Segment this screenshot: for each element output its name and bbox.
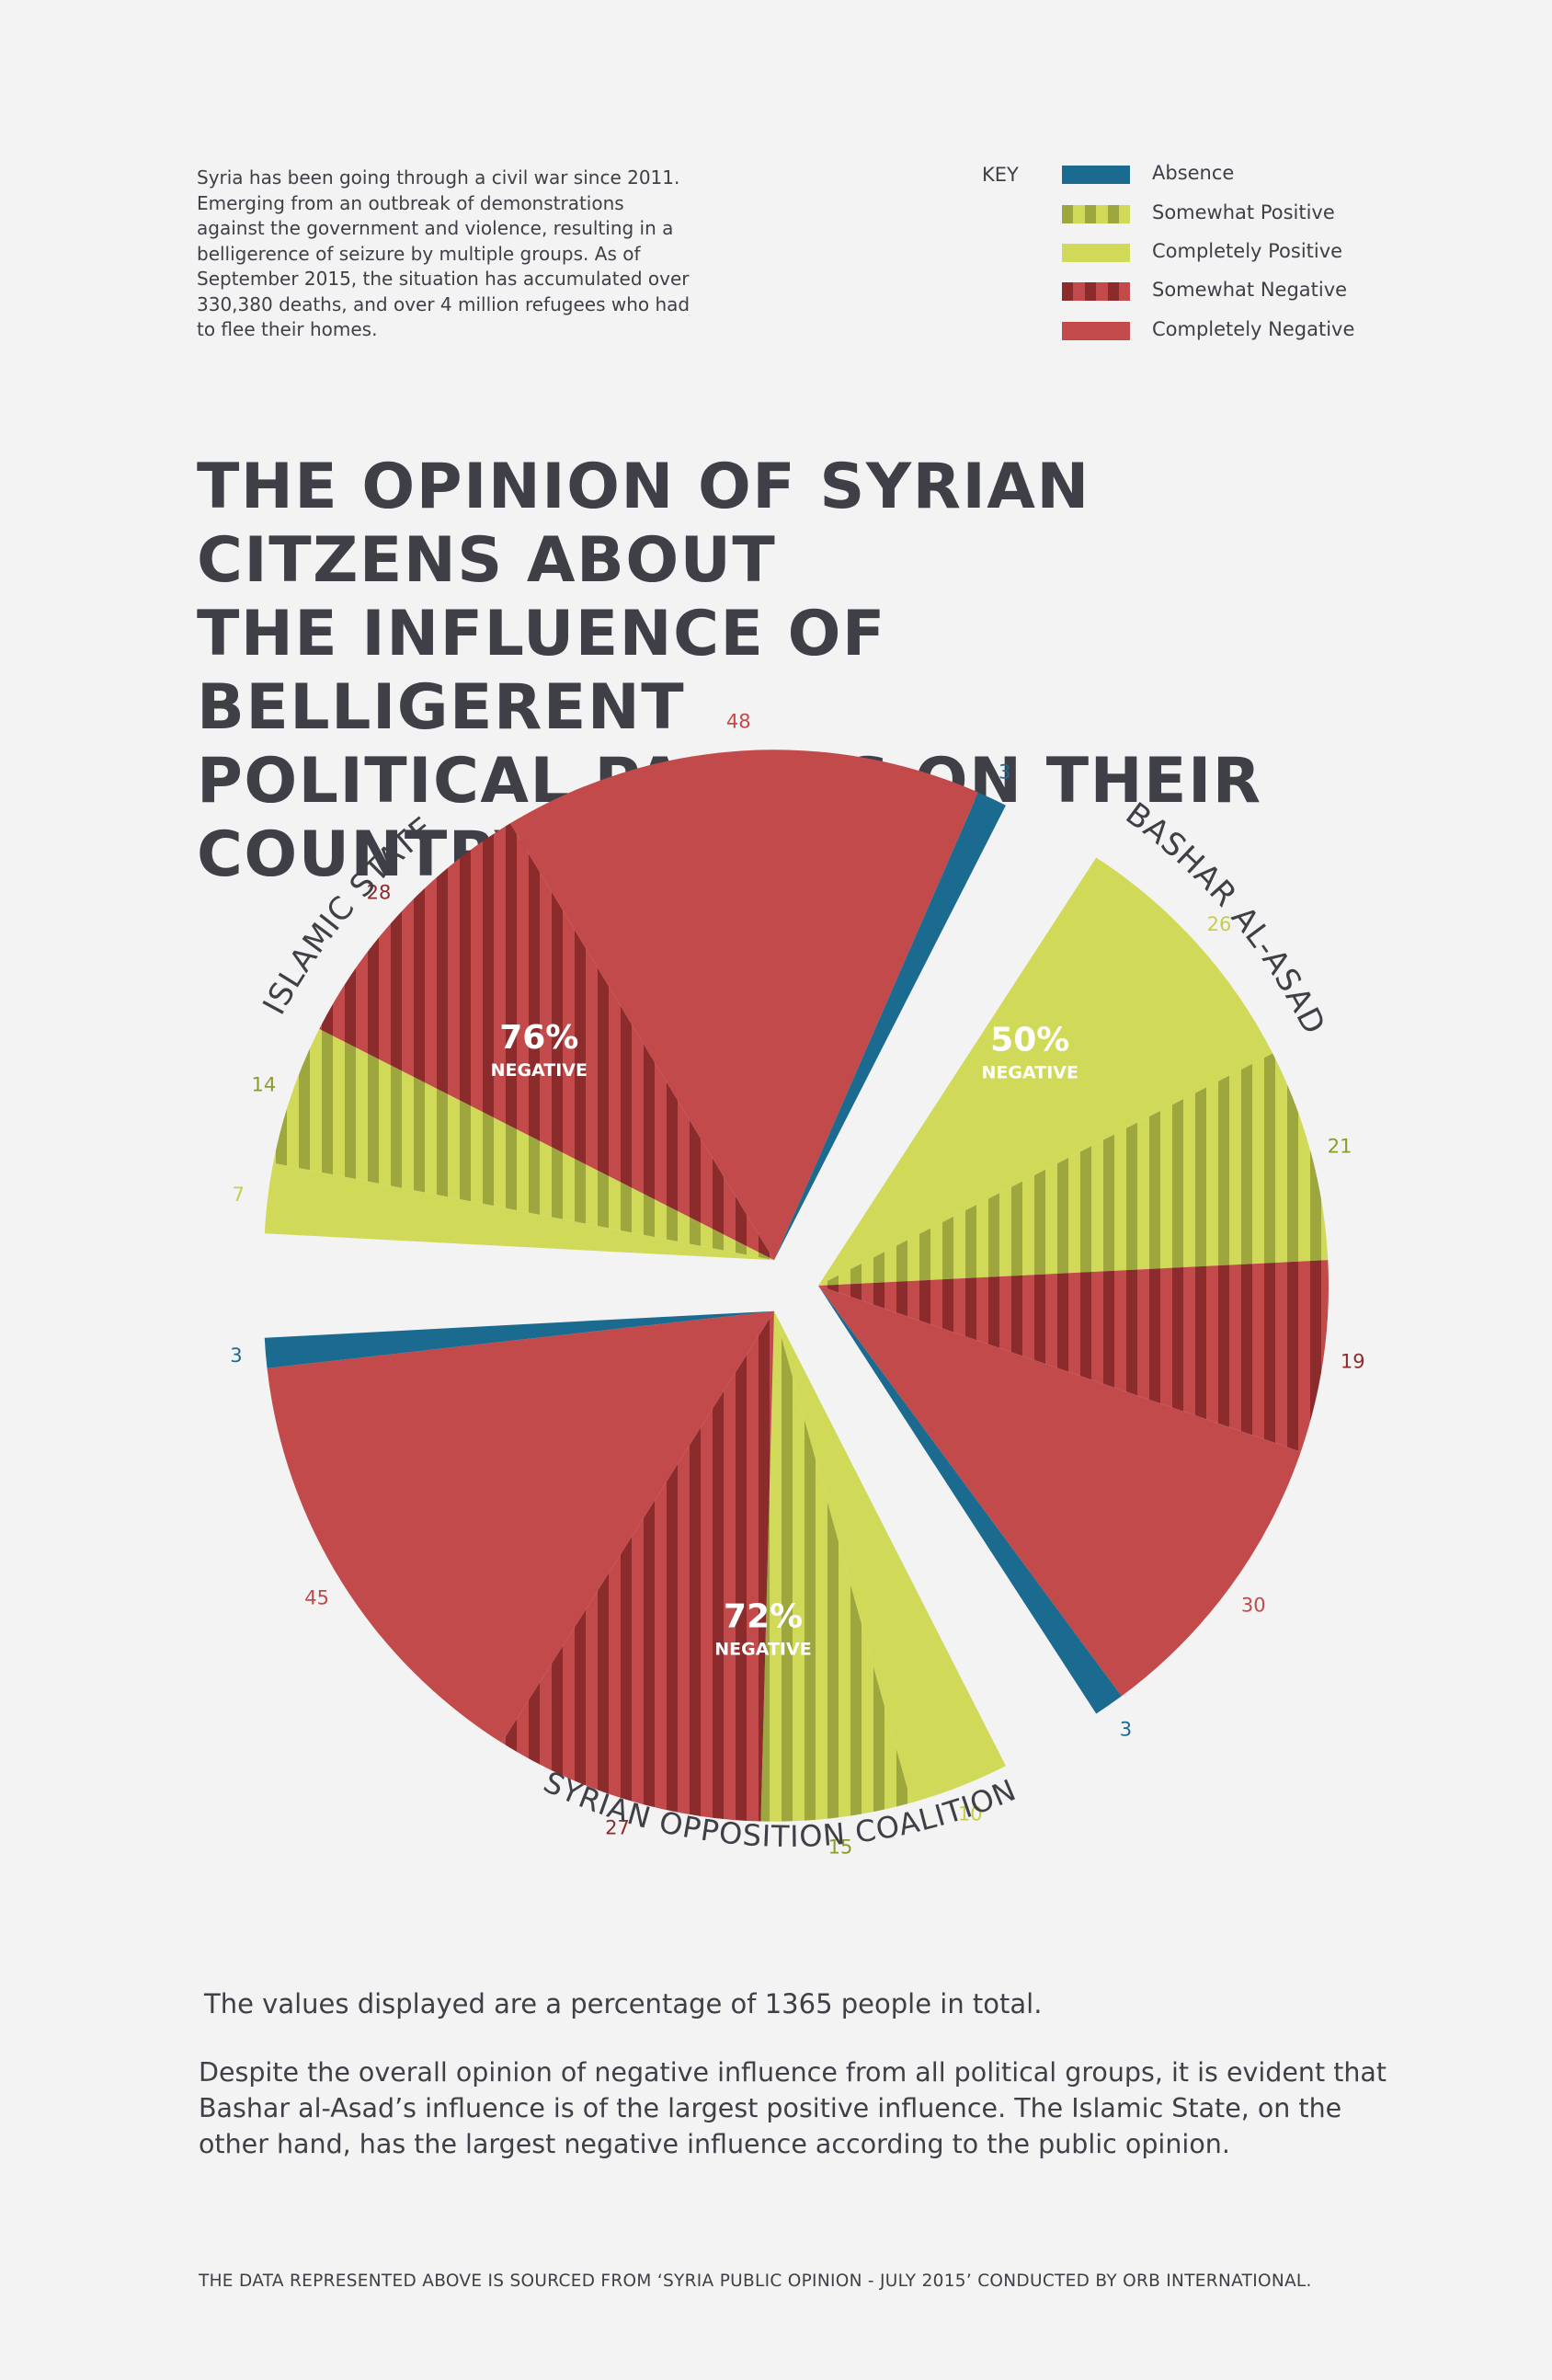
summary-value: 76% [499, 1019, 578, 1057]
slice-somewhat-positive [273, 1028, 774, 1261]
legend-swatch-somewhat-positive [1062, 205, 1130, 223]
title-line: THE OPINION OF SYRIAN CITZENS ABOUT [197, 451, 1090, 597]
data-label: 7 [233, 1184, 245, 1206]
legend-swatch-somewhat-negative [1062, 282, 1130, 301]
slice-completely-negative [267, 1310, 774, 1743]
data-label: 19 [1341, 1350, 1365, 1372]
source-credit: THE DATA REPRESENTED ABOVE IS SOURCED FR… [199, 2271, 1312, 2291]
slice-somewhat-negative [818, 1260, 1329, 1452]
summary-value: 50% [990, 1021, 1069, 1058]
data-label: 14 [251, 1074, 276, 1096]
summary-value: 72% [724, 1598, 803, 1636]
data-label: 3 [1120, 1718, 1132, 1740]
legend-item-completely-positive: Completely Positive [1062, 240, 1393, 266]
data-label: 45 [304, 1586, 329, 1608]
legend-label-completely-positive: Completely Positive [1152, 240, 1343, 262]
legend-label-somewhat-negative: Somewhat Negative [1152, 279, 1348, 301]
data-label: 3 [999, 761, 1010, 784]
slice-absence [774, 792, 1006, 1261]
legend-item-somewhat-positive: Somewhat Positive [1062, 201, 1393, 227]
title-line: THE INFLUENCE OF BELLIGERENT [197, 598, 886, 744]
slice-somewhat-positive [818, 1053, 1329, 1286]
slice-completely-positive [264, 1162, 774, 1261]
intro-paragraph: Syria has been going through a civil war… [197, 166, 690, 340]
sample-note: The values displayed are a percentage of… [204, 1988, 1043, 2020]
slice-completely-positive [774, 1310, 1006, 1803]
data-label: 48 [726, 711, 751, 733]
data-label: 30 [1241, 1594, 1266, 1616]
summary-label: NEGATIVE [491, 1060, 588, 1081]
data-label: 28 [367, 882, 392, 904]
slice-somewhat-positive [760, 1310, 912, 1822]
summary-label: NEGATIVE [714, 1640, 811, 1660]
legend-swatch-completely-positive [1062, 244, 1130, 262]
conclusion-paragraph: Despite the overall opinion of negative … [199, 2057, 1387, 2159]
slice-completely-negative [509, 749, 979, 1261]
legend-item-absence: Absence [1062, 162, 1393, 188]
data-label: 21 [1328, 1135, 1352, 1157]
legend-label-absence: Absence [1152, 162, 1235, 184]
legend-label-completely-negative: Completely Negative [1152, 318, 1355, 340]
slice-completely-positive [818, 857, 1273, 1286]
data-label: 3 [230, 1344, 242, 1367]
data-label: 26 [1207, 913, 1232, 935]
legend-key-label: KEY [982, 164, 1019, 186]
data-label: 10 [958, 1803, 983, 1825]
slice-absence [818, 1286, 1122, 1714]
slice-somewhat-negative [501, 1310, 774, 1822]
legend-label-somewhat-positive: Somewhat Positive [1152, 201, 1335, 223]
legend-item-somewhat-negative: Somewhat Negative [1062, 279, 1393, 304]
slice-absence [264, 1310, 774, 1368]
data-label: 15 [828, 1836, 853, 1858]
legend-swatch-absence [1062, 166, 1130, 184]
slice-completely-negative [818, 1286, 1301, 1697]
legend-item-completely-negative: Completely Negative [1062, 318, 1393, 344]
data-label: 27 [605, 1816, 630, 1838]
summary-label: NEGATIVE [982, 1062, 1078, 1082]
legend-swatch-completely-negative [1062, 322, 1130, 340]
slice-somewhat-negative [319, 823, 774, 1261]
